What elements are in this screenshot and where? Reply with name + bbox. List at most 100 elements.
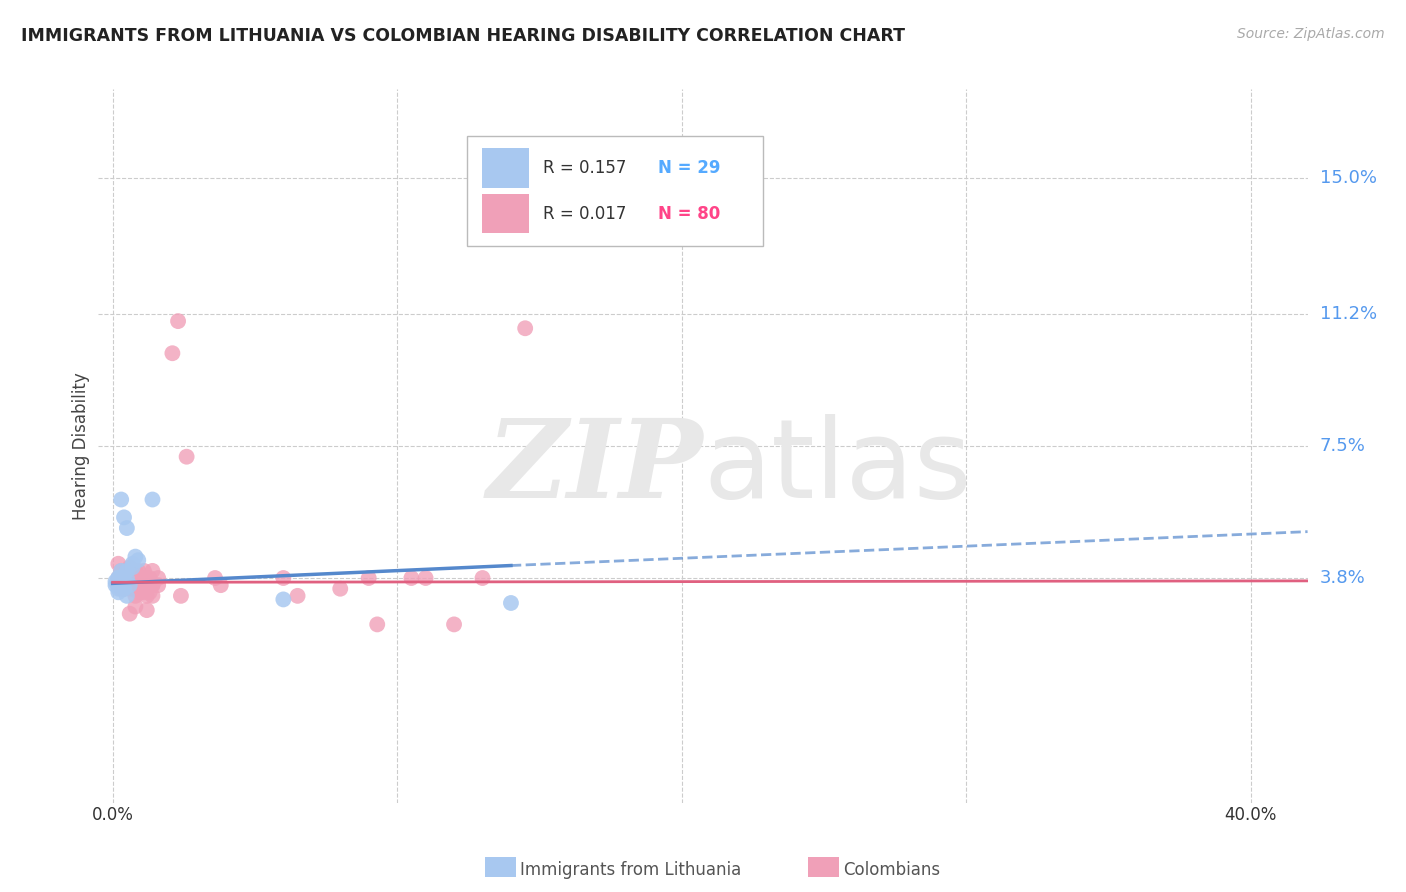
Point — [118, 571, 141, 585]
Point — [141, 578, 163, 592]
Point — [515, 321, 537, 335]
Point — [118, 607, 141, 621]
Point — [115, 571, 138, 585]
Point — [273, 592, 295, 607]
Point — [110, 564, 132, 578]
Text: N = 29: N = 29 — [658, 159, 721, 177]
Text: ZIP: ZIP — [486, 414, 703, 521]
Point — [112, 582, 135, 596]
Point — [110, 582, 132, 596]
Point — [135, 603, 157, 617]
Point — [138, 571, 160, 585]
Point — [124, 578, 146, 592]
Point — [146, 578, 169, 592]
Point — [112, 571, 135, 585]
Point — [115, 578, 138, 592]
Point — [107, 578, 129, 592]
Point — [115, 589, 138, 603]
Point — [124, 599, 146, 614]
Point — [287, 589, 309, 603]
Point — [162, 346, 184, 360]
Point — [127, 553, 149, 567]
Point — [357, 571, 380, 585]
Point — [132, 585, 155, 599]
Point — [107, 585, 129, 599]
Point — [107, 571, 129, 585]
Point — [124, 549, 146, 564]
Point — [124, 578, 146, 592]
Point — [121, 560, 143, 574]
Point — [132, 574, 155, 589]
Point — [118, 564, 141, 578]
Point — [121, 578, 143, 592]
Text: R = 0.017: R = 0.017 — [543, 205, 627, 223]
Point — [110, 564, 132, 578]
Point — [129, 571, 152, 585]
Y-axis label: Hearing Disability: Hearing Disability — [72, 372, 90, 520]
Point — [112, 574, 135, 589]
Point — [127, 578, 149, 592]
Point — [132, 578, 155, 592]
Point — [129, 571, 152, 585]
Point — [121, 582, 143, 596]
Point — [112, 571, 135, 585]
Point — [107, 557, 129, 571]
Point — [204, 571, 226, 585]
Text: R = 0.157: R = 0.157 — [543, 159, 627, 177]
Point — [167, 314, 190, 328]
Point — [471, 571, 494, 585]
Point — [132, 564, 155, 578]
Point — [141, 589, 163, 603]
Point — [115, 564, 138, 578]
Point — [121, 564, 143, 578]
Point — [110, 571, 132, 585]
Text: 40.0%: 40.0% — [1225, 806, 1277, 824]
Point — [135, 589, 157, 603]
Point — [115, 564, 138, 578]
Point — [121, 557, 143, 571]
Point — [138, 578, 160, 592]
Point — [115, 571, 138, 585]
Point — [110, 578, 132, 592]
Point — [110, 578, 132, 592]
Text: Colombians: Colombians — [844, 861, 941, 879]
FancyBboxPatch shape — [467, 136, 763, 246]
FancyBboxPatch shape — [482, 194, 529, 234]
Point — [415, 571, 437, 585]
Point — [110, 574, 132, 589]
Point — [110, 574, 132, 589]
Text: Source: ZipAtlas.com: Source: ZipAtlas.com — [1237, 27, 1385, 41]
Point — [115, 521, 138, 535]
Point — [141, 564, 163, 578]
Point — [118, 582, 141, 596]
Point — [124, 571, 146, 585]
Point — [129, 585, 152, 599]
Point — [127, 564, 149, 578]
Point — [107, 578, 129, 592]
Point — [135, 571, 157, 585]
Point — [170, 589, 193, 603]
Point — [121, 578, 143, 592]
Point — [107, 571, 129, 585]
Point — [121, 564, 143, 578]
Point — [273, 571, 295, 585]
Point — [401, 571, 423, 585]
Point — [112, 510, 135, 524]
Text: IMMIGRANTS FROM LITHUANIA VS COLOMBIAN HEARING DISABILITY CORRELATION CHART: IMMIGRANTS FROM LITHUANIA VS COLOMBIAN H… — [21, 27, 905, 45]
Point — [115, 564, 138, 578]
Point — [112, 582, 135, 596]
Point — [141, 578, 163, 592]
Point — [104, 578, 127, 592]
Point — [107, 571, 129, 585]
Point — [146, 571, 169, 585]
Point — [112, 574, 135, 589]
Point — [124, 589, 146, 603]
Point — [209, 578, 232, 592]
Point — [121, 571, 143, 585]
Point — [129, 574, 152, 589]
Point — [127, 571, 149, 585]
Point — [135, 578, 157, 592]
Point — [112, 582, 135, 596]
Point — [138, 585, 160, 599]
Point — [107, 582, 129, 596]
